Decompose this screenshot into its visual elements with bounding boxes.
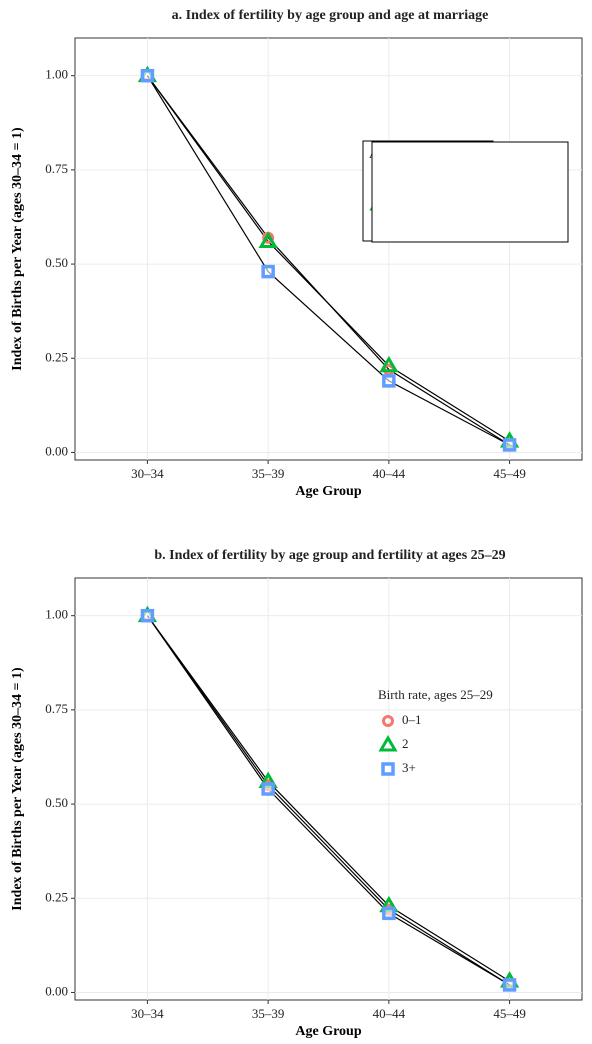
x-tick-label: 35–39 bbox=[252, 1006, 285, 1021]
panel: b. Index of fertility by age group and f… bbox=[10, 141, 583, 1039]
y-axis-title: Index of Births per Year (ages 30–34 = 1… bbox=[10, 667, 25, 911]
chart-title: b. Index of fertility by age group and f… bbox=[154, 548, 505, 563]
plot-area bbox=[74, 577, 583, 1001]
y-tick-label: 0.00 bbox=[45, 983, 68, 998]
y-tick-label: 0.75 bbox=[45, 701, 68, 716]
marker bbox=[258, 231, 278, 248]
y-tick-label: 0.50 bbox=[45, 255, 68, 270]
y-tick-label: 1.00 bbox=[45, 607, 68, 622]
y-axis-title: Index of Births per Year (ages 30–34 = 1… bbox=[10, 127, 25, 371]
plot-area bbox=[74, 37, 583, 461]
x-tick-label: 35–39 bbox=[252, 466, 285, 481]
marker bbox=[379, 355, 399, 373]
series-line bbox=[146, 615, 510, 986]
x-tick-label: 30–34 bbox=[131, 466, 164, 481]
marker bbox=[382, 906, 396, 921]
x-tick-label: 30–34 bbox=[131, 1006, 164, 1021]
x-tick-label: 45–49 bbox=[493, 466, 526, 481]
marker bbox=[140, 68, 155, 83]
legend-label: 2 bbox=[402, 736, 409, 751]
x-tick-label: 40–44 bbox=[373, 466, 406, 481]
legend: Birth rate, ages 25–29 0–1 2 3+ bbox=[371, 141, 569, 776]
x-axis-title: Age Group bbox=[295, 484, 361, 499]
marker bbox=[261, 264, 275, 279]
series-line bbox=[146, 615, 510, 986]
legend-label: 3+ bbox=[402, 760, 416, 775]
marker bbox=[378, 735, 398, 752]
y-tick-label: 0.50 bbox=[45, 795, 68, 810]
x-axis-title: Age Group bbox=[295, 1024, 361, 1039]
marker bbox=[382, 374, 396, 388]
marker bbox=[261, 782, 275, 796]
x-tick-label: 45–49 bbox=[493, 1006, 526, 1021]
panel: a. Index of fertility by age group and a… bbox=[10, 8, 583, 499]
legend-label: 0–1 bbox=[402, 712, 422, 727]
series-line bbox=[146, 75, 510, 442]
marker bbox=[140, 608, 155, 623]
y-tick-label: 0.75 bbox=[45, 161, 68, 176]
marker bbox=[382, 715, 394, 727]
y-tick-label: 1.00 bbox=[45, 67, 68, 82]
series-line bbox=[146, 75, 510, 446]
marker bbox=[381, 762, 395, 776]
series-line bbox=[146, 615, 510, 982]
chart-title: a. Index of fertility by age group and a… bbox=[172, 8, 489, 23]
marker bbox=[502, 438, 517, 452]
legend-box bbox=[371, 141, 569, 243]
x-tick-label: 40–44 bbox=[373, 1006, 406, 1021]
y-tick-label: 0.25 bbox=[45, 349, 68, 364]
legend-title: Birth rate, ages 25–29 bbox=[378, 687, 493, 702]
marker bbox=[502, 978, 517, 992]
y-tick-label: 0.00 bbox=[45, 443, 68, 458]
y-tick-label: 0.25 bbox=[45, 889, 68, 904]
